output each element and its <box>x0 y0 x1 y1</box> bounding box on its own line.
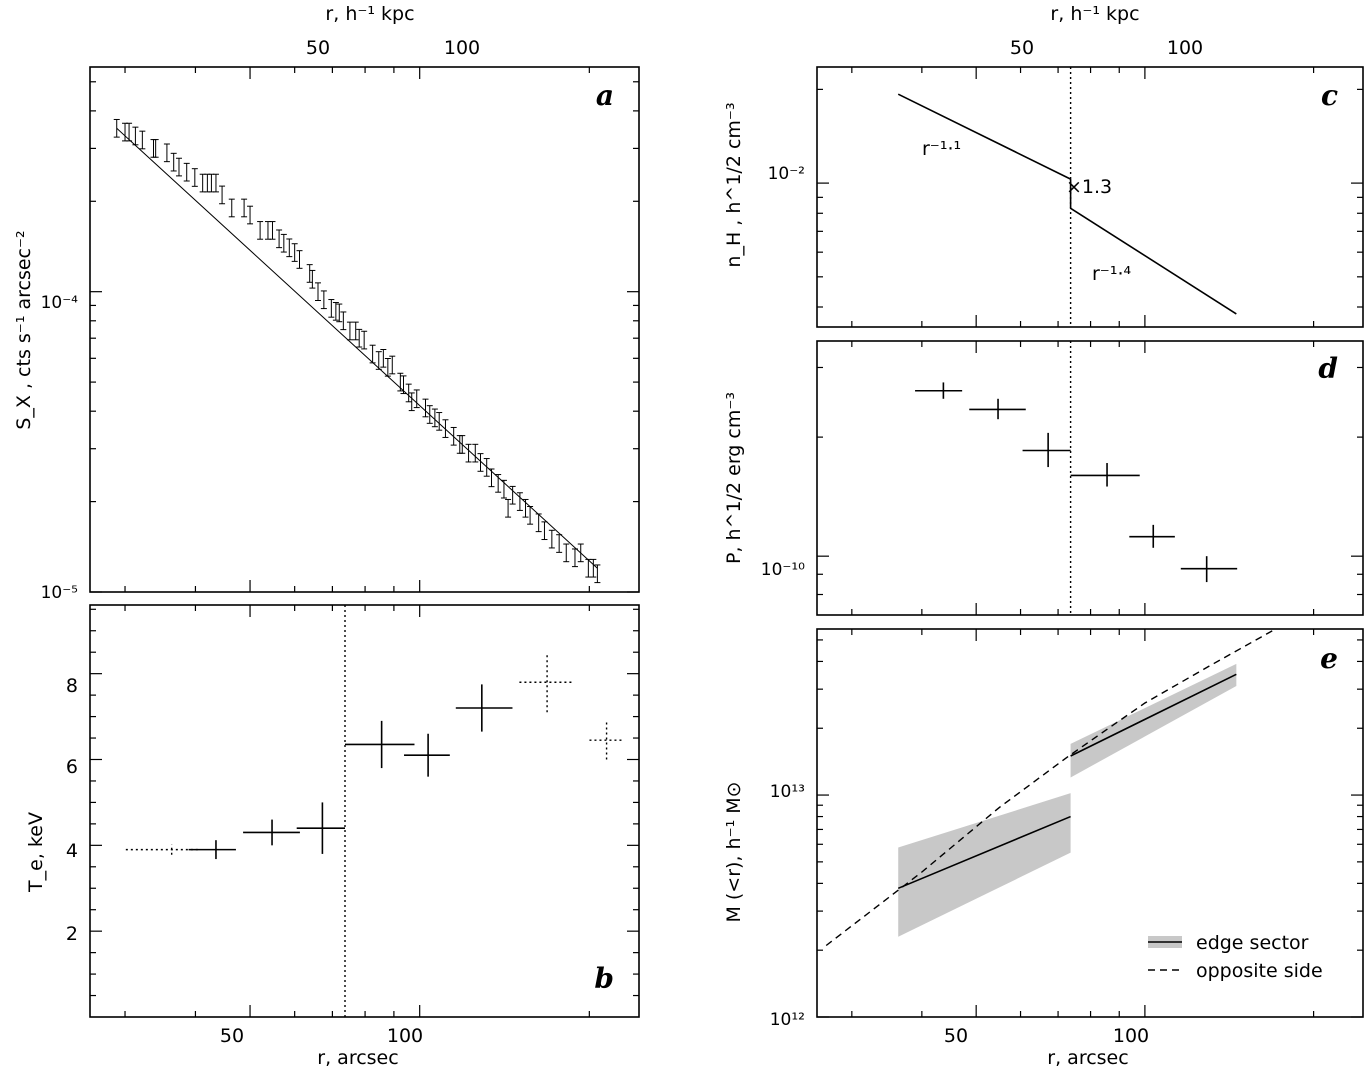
panel-b-frame <box>89 604 640 1018</box>
bottom-axis-label-left: r, arcsec <box>317 1047 398 1069</box>
legend-opposite-side-label: opposite side <box>1196 960 1323 982</box>
legend-edge-sector-label: edge sector <box>1196 932 1309 954</box>
top-tick-left-100: 100 <box>444 37 480 59</box>
panel-e-inner-line <box>897 815 1071 890</box>
panel-c-jump-label: ×1.3 <box>1066 176 1112 198</box>
top-tick-right-100: 100 <box>1167 37 1203 59</box>
panel-d-ylabel: P, h^1/2 erg cm⁻³ <box>723 392 745 564</box>
bottom-axis-label-right: r, arcsec <box>1047 1047 1128 1069</box>
panel-c-inner-line <box>897 93 1071 180</box>
panel-e-outer-band <box>1070 663 1237 778</box>
panel-d-letter: d <box>1318 352 1338 385</box>
panel-c-outer-line <box>1070 207 1237 315</box>
panel-e-outer-line <box>1070 673 1237 757</box>
panel-a-model-line <box>116 127 598 569</box>
top-axis-label-right: r, h⁻¹ kpc <box>1050 3 1139 25</box>
panel-e-ytick-1e13: 10¹³ <box>770 782 805 802</box>
panel-d-frame <box>816 340 1364 616</box>
top-tick-left-50: 50 <box>306 37 330 59</box>
panel-b-ytick-6: 6 <box>66 756 78 778</box>
panel-a-ytick-1e-4: 10⁻⁴ <box>41 293 79 313</box>
panel-a-ytick-1e-5: 10⁻⁵ <box>41 583 78 603</box>
panel-a-frame <box>89 66 640 593</box>
panel-a-letter: a <box>596 79 614 112</box>
panel-c-outer-slope-label: r⁻¹·⁴ <box>1092 263 1131 285</box>
panel-b-ytick-8: 8 <box>66 675 78 697</box>
panel-e-ylabel: M (<r), h⁻¹ M⊙ <box>723 781 745 922</box>
panel-e-frame <box>816 628 1364 1018</box>
panel-b-ytick-2: 2 <box>66 923 78 945</box>
panel-b-ytick-4: 4 <box>66 840 78 862</box>
top-axis-label-left: r, h⁻¹ kpc <box>325 3 414 25</box>
panel-b-letter: b <box>594 962 614 995</box>
panel-e-inner-band <box>898 793 1071 937</box>
panel-c-ylabel: n_H , h^1/2 cm⁻³ <box>723 102 745 267</box>
bottom-tick-left-50: 50 <box>220 1025 244 1047</box>
panel-e-ytick-1e12: 10¹² <box>770 1010 805 1030</box>
bottom-tick-right-100: 100 <box>1113 1025 1149 1047</box>
panel-e-opposite-side-curve <box>825 628 1276 947</box>
bottom-tick-left-100: 100 <box>387 1025 423 1047</box>
panel-d-ytick-1e-10: 10⁻¹⁰ <box>761 560 805 580</box>
panel-a-ylabel: S_X , cts s⁻¹ arcsec⁻² <box>13 230 35 429</box>
bottom-tick-right-50: 50 <box>944 1025 968 1047</box>
top-tick-right-50: 50 <box>1010 37 1034 59</box>
panel-c-letter: c <box>1321 79 1338 112</box>
plot-marks <box>90 67 1363 1018</box>
panel-c-inner-slope-label: r⁻¹·¹ <box>922 138 961 160</box>
panel-b-ylabel: T_e, keV <box>25 812 47 893</box>
panel-e-letter: e <box>1320 642 1338 675</box>
panel-c-ytick-1e-2: 10⁻² <box>768 164 805 184</box>
